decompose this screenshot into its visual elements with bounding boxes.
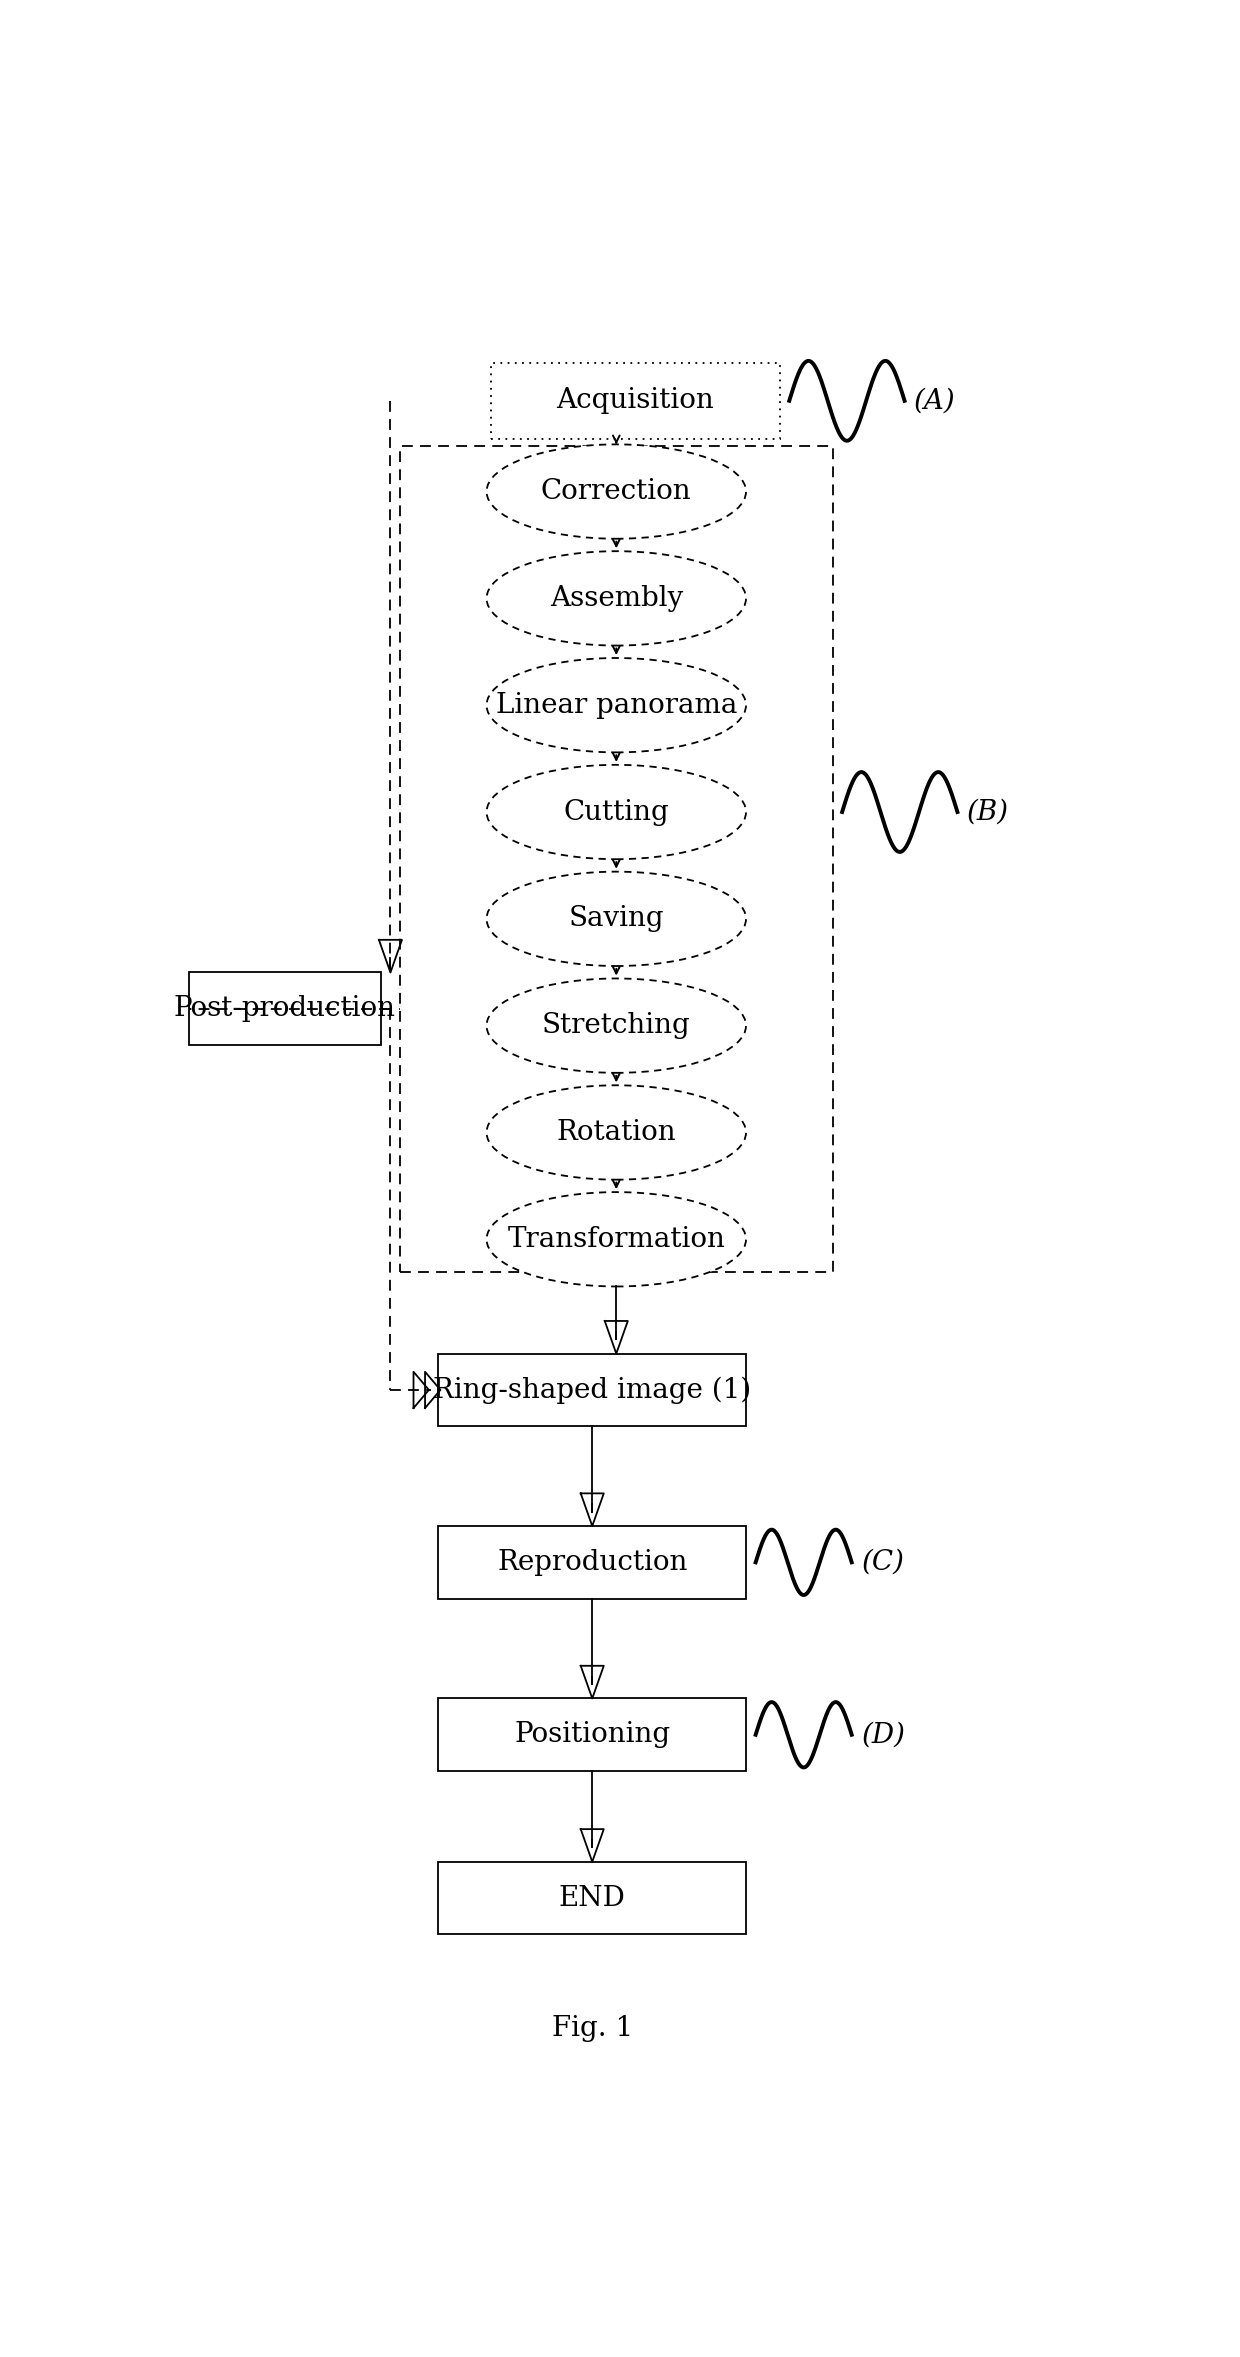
Text: (C): (C): [862, 1549, 904, 1577]
Text: Saving: Saving: [568, 905, 665, 933]
FancyBboxPatch shape: [188, 973, 381, 1044]
Text: Ring-shaped image (1): Ring-shaped image (1): [433, 1376, 751, 1405]
Text: (D): (D): [862, 1721, 905, 1749]
Text: Stretching: Stretching: [542, 1011, 691, 1039]
Text: Post-production: Post-production: [174, 995, 396, 1023]
Text: Correction: Correction: [541, 478, 692, 504]
Text: (A): (A): [914, 387, 956, 415]
Ellipse shape: [486, 978, 746, 1072]
Ellipse shape: [486, 1193, 746, 1287]
Text: (B): (B): [967, 799, 1009, 825]
Text: Cutting: Cutting: [563, 799, 670, 825]
FancyBboxPatch shape: [439, 1862, 746, 1935]
Ellipse shape: [486, 764, 746, 860]
Text: END: END: [559, 1886, 626, 1912]
FancyBboxPatch shape: [491, 363, 780, 438]
Ellipse shape: [486, 1084, 746, 1178]
FancyBboxPatch shape: [439, 1353, 746, 1426]
Text: Transformation: Transformation: [507, 1226, 725, 1254]
Text: Positioning: Positioning: [515, 1721, 671, 1749]
Ellipse shape: [486, 658, 746, 752]
FancyBboxPatch shape: [401, 445, 832, 1273]
Text: Reproduction: Reproduction: [497, 1549, 687, 1577]
Ellipse shape: [486, 872, 746, 966]
Text: Linear panorama: Linear panorama: [496, 691, 737, 719]
Text: Fig. 1: Fig. 1: [552, 2015, 632, 2041]
Text: Acquisition: Acquisition: [557, 387, 714, 415]
Ellipse shape: [486, 445, 746, 540]
FancyBboxPatch shape: [439, 1699, 746, 1770]
Text: Rotation: Rotation: [557, 1120, 676, 1146]
Text: Assembly: Assembly: [549, 585, 683, 613]
FancyBboxPatch shape: [439, 1525, 746, 1598]
Ellipse shape: [486, 552, 746, 646]
